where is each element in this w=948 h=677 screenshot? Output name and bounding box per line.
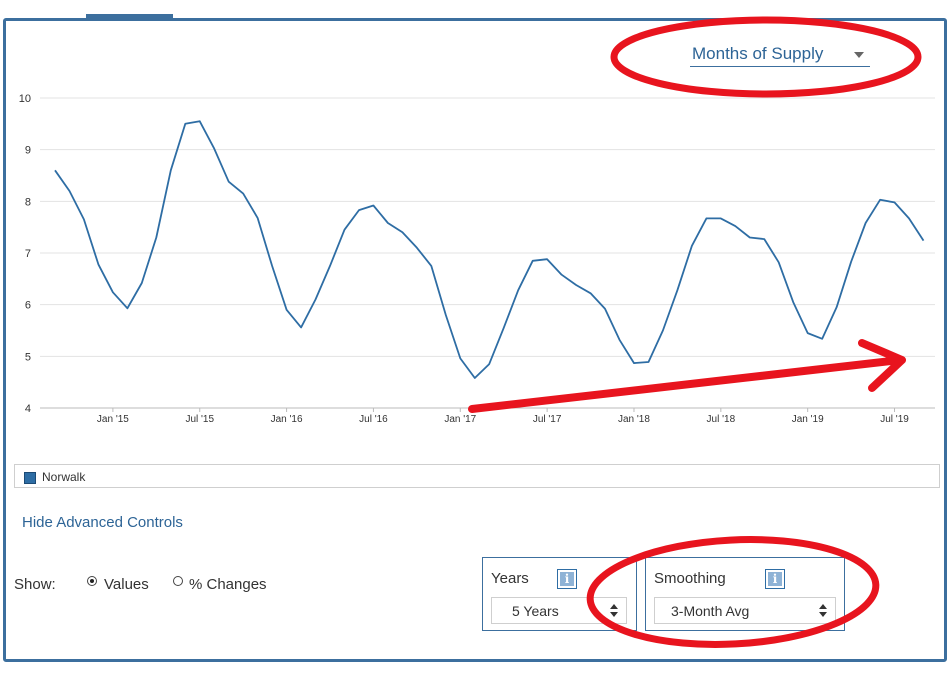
y-tick-label: 10 (19, 93, 31, 105)
x-tick-label: Jan '17 (444, 414, 476, 425)
show-label: Show: (14, 576, 56, 593)
y-tick-label: 8 (25, 196, 31, 208)
years-info-icon[interactable]: i (557, 569, 577, 589)
x-tick-label: Jul '15 (185, 414, 214, 425)
years-select[interactable]: 5 Years (491, 597, 627, 624)
x-tick-label: Jan '18 (618, 414, 650, 425)
x-tick-label: Jul '16 (359, 414, 388, 425)
values-radio[interactable] (87, 576, 97, 586)
x-tick-label: Jan '16 (271, 414, 303, 425)
series-line-norwalk (54, 120, 925, 379)
x-tick-label: Jul '19 (880, 414, 909, 425)
x-tick-label: Jan '15 (97, 414, 129, 425)
smoothing-select-value: 3-Month Avg (671, 603, 750, 619)
smoothing-control: Smoothing i 3-Month Avg (645, 557, 845, 631)
smoothing-select[interactable]: 3-Month Avg (654, 597, 836, 624)
x-tick-label: Jan '19 (792, 414, 824, 425)
y-tick-label: 4 (25, 403, 31, 415)
years-control: Years i 5 Years (482, 557, 637, 631)
y-tick-label: 6 (25, 300, 31, 312)
select-arrows-icon (819, 604, 827, 618)
y-tick-label: 5 (25, 351, 31, 363)
smoothing-info-icon[interactable]: i (765, 569, 785, 589)
legend-series-name[interactable]: Norwalk (42, 470, 86, 484)
values-radio-label[interactable]: Values (104, 576, 149, 593)
y-tick-label: 7 (25, 248, 31, 260)
x-tick-label: Jul '18 (707, 414, 736, 425)
chart-legend: Norwalk (14, 464, 940, 488)
changes-radio[interactable] (173, 576, 183, 586)
legend-swatch (24, 472, 36, 484)
years-title: Years (491, 570, 529, 587)
changes-radio-label[interactable]: % Changes (189, 576, 267, 593)
smoothing-title: Smoothing (654, 570, 726, 587)
active-tab-indicator (86, 14, 173, 18)
select-arrows-icon (610, 604, 618, 618)
hide-advanced-controls-link[interactable]: Hide Advanced Controls (22, 514, 183, 531)
y-tick-label: 9 (25, 145, 31, 157)
years-select-value: 5 Years (512, 603, 559, 619)
x-tick-label: Jul '17 (533, 414, 562, 425)
